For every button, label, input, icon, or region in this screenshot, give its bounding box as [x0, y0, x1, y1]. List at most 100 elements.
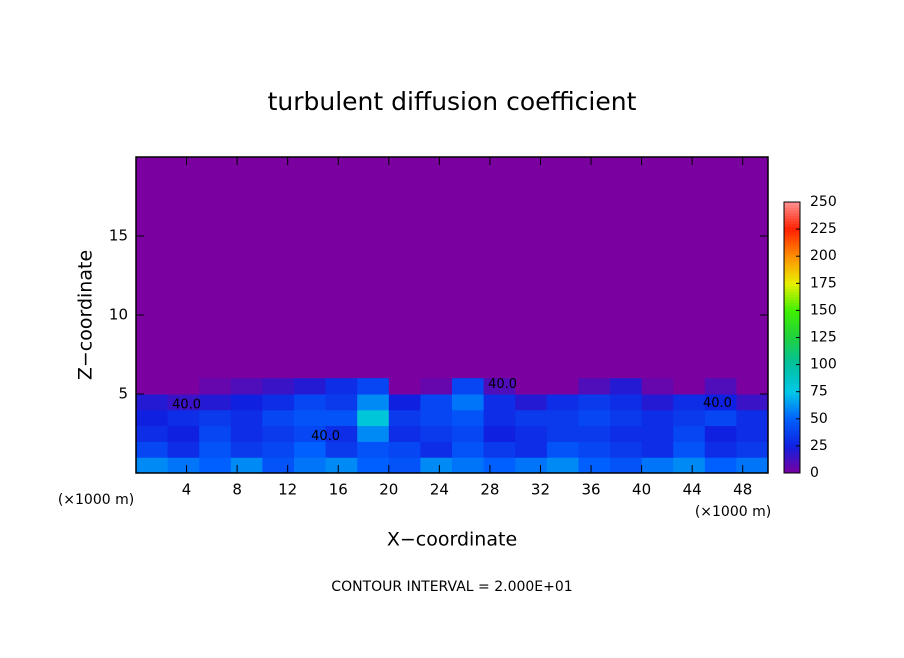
colorbar-segment	[784, 410, 800, 414]
heatmap-cell	[357, 425, 390, 442]
heatmap-cell	[420, 409, 453, 427]
colorbar-segment	[784, 383, 800, 387]
x-tick-label: 40	[632, 481, 651, 499]
colorbar-segment	[784, 445, 800, 450]
colorbar-segment	[784, 334, 800, 338]
colorbar-tick-label: 125	[810, 330, 837, 346]
heatmap-cell	[262, 394, 295, 411]
colorbar-tick-label: 100	[810, 357, 837, 373]
colorbar-segment	[784, 375, 800, 379]
heatmap-cell	[420, 457, 453, 474]
heatmap-cell	[325, 394, 358, 411]
heatmap-cell	[578, 441, 611, 458]
heatmap-cell	[357, 409, 390, 427]
heatmap-cell	[262, 409, 295, 427]
colorbar-segment	[784, 204, 800, 208]
colorbar-segment	[784, 253, 800, 257]
heatmap-cell	[294, 409, 327, 427]
colorbar-segment	[784, 272, 800, 276]
heatmap-cell	[610, 394, 643, 411]
colorbar-tick-label: 0	[810, 465, 819, 481]
colorbar-segment	[784, 448, 800, 452]
heatmap-cell	[673, 378, 706, 395]
colorbar-segment	[784, 364, 800, 368]
colorbar-segment	[784, 456, 800, 460]
colorbar-segment	[784, 299, 800, 303]
x-unit-label: (×1000 m)	[58, 492, 134, 508]
heatmap-cell	[641, 409, 674, 427]
colorbar-segment	[784, 313, 800, 317]
heatmap-cell	[388, 441, 421, 458]
colorbar-segment	[784, 413, 800, 417]
colorbar-segment	[784, 226, 800, 230]
heatmap-cell	[357, 394, 390, 411]
heatmap-cell	[483, 378, 516, 395]
colorbar-segment	[784, 245, 800, 249]
heatmap-cell	[199, 457, 232, 474]
colorbar-segment	[784, 229, 800, 233]
colorbar-segment	[784, 304, 800, 309]
colorbar-segment	[784, 367, 800, 371]
heatmap-cell	[578, 457, 611, 474]
colorbar-tick-label: 200	[810, 248, 837, 264]
heatmap-cell	[388, 394, 421, 411]
colorbar-segment	[784, 342, 800, 347]
x-unit-label: (×1000 m)	[695, 504, 771, 520]
heatmap-cell	[483, 425, 516, 442]
colorbar-segment	[784, 258, 800, 263]
colorbar-segment	[784, 359, 800, 363]
colorbar-segment	[784, 277, 800, 282]
heatmap-cell	[136, 394, 169, 411]
heatmap-cell	[325, 409, 358, 427]
heatmap-cell	[610, 441, 643, 458]
heatmap-cell	[673, 394, 706, 411]
heatmap-cell	[483, 457, 516, 474]
heatmap-cell	[294, 457, 327, 474]
colorbar-segment	[784, 329, 800, 333]
heatmap-cell	[641, 425, 674, 442]
colorbar-segment	[784, 231, 800, 236]
heatmap-cell	[578, 425, 611, 442]
colorbar-segment	[784, 212, 800, 217]
heatmap-cell	[325, 457, 358, 474]
colorbar-segment	[784, 223, 800, 227]
heatmap-cell	[736, 457, 769, 474]
heatmap-cell	[483, 409, 516, 427]
colorbar-segment	[784, 443, 800, 447]
heatmap-cell	[420, 441, 453, 458]
colorbar-segment	[784, 462, 800, 466]
colorbar-segment	[784, 416, 800, 420]
chart-title: turbulent diffusion coefficient	[268, 87, 637, 116]
heatmap-cell	[483, 394, 516, 411]
colorbar-segment	[784, 386, 800, 390]
heatmap-cell	[704, 409, 737, 427]
colorbar-segment	[784, 256, 800, 260]
heatmap-cell	[262, 425, 295, 442]
colorbar-segment	[784, 451, 800, 455]
heatmap-cell	[546, 425, 579, 442]
colorbar-segment	[784, 291, 800, 295]
colorbar-segment	[784, 250, 800, 254]
colorbar-segment	[784, 234, 800, 238]
heatmap-cell	[294, 441, 327, 458]
colorbar-segment	[784, 261, 800, 265]
x-tick-label: 8	[232, 481, 242, 499]
colorbar-segment	[784, 399, 800, 404]
heatmap-cell	[704, 457, 737, 474]
heatmap-cell	[167, 394, 200, 411]
colorbar-segment	[784, 345, 800, 349]
heatmap-cell	[578, 409, 611, 427]
x-tick-label: 36	[581, 481, 600, 499]
colorbar-segment	[784, 418, 800, 423]
heatmap-cell	[420, 425, 453, 442]
heatmap-cell	[515, 457, 548, 474]
heatmap-cell	[388, 378, 421, 395]
heatmap-cell	[641, 457, 674, 474]
colorbar-tick-label: 175	[810, 275, 837, 291]
heatmap-cell	[452, 441, 485, 458]
heatmap-cell	[420, 378, 453, 395]
colorbar-segment	[784, 432, 800, 436]
colorbar-segment	[784, 286, 800, 290]
heatmap-cell	[673, 409, 706, 427]
colorbar-segment	[784, 315, 800, 320]
